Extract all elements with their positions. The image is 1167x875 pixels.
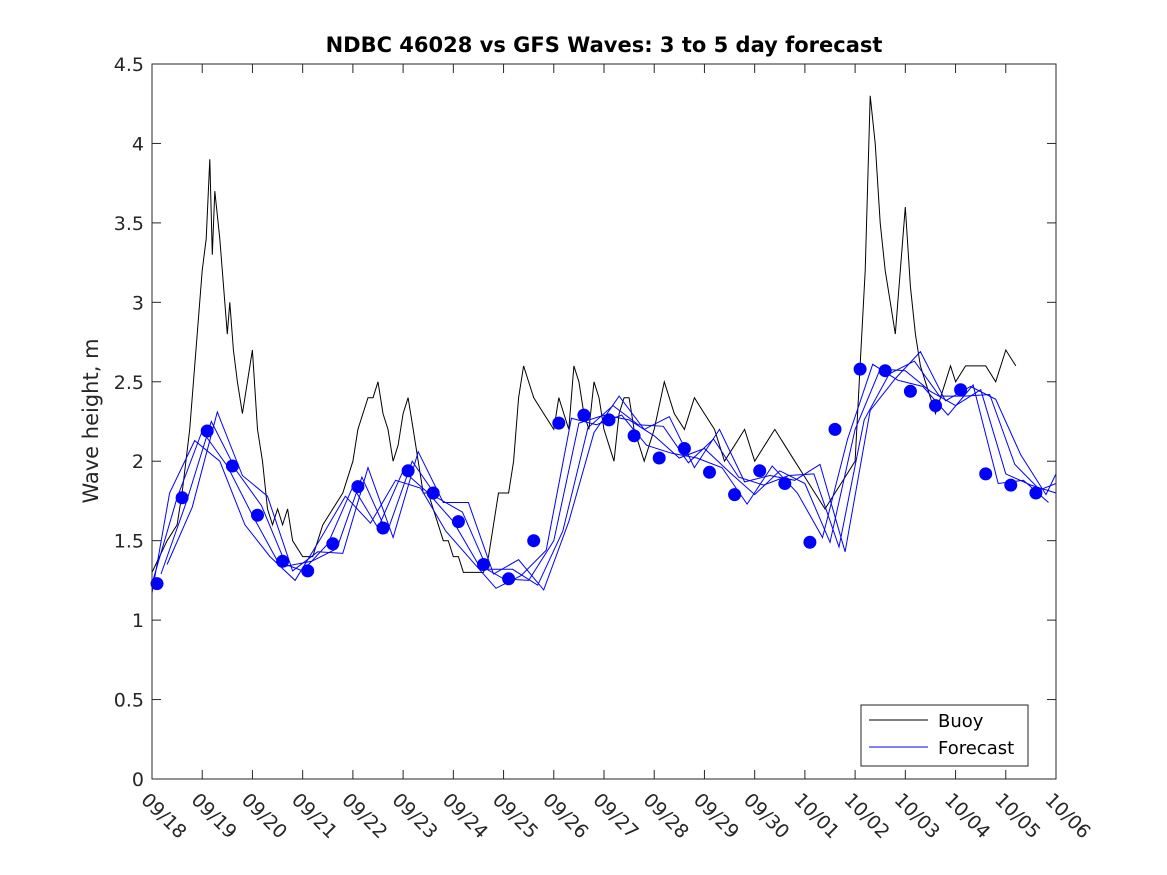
y-tick-label: 3 [132, 292, 144, 314]
series-layer [151, 95, 1057, 594]
forecast-point [527, 534, 541, 548]
y-axis-label: Wave height, m [79, 338, 103, 503]
legend-buoy-label: Buoy [938, 711, 984, 732]
forecast-point [979, 467, 993, 481]
forecast-point [903, 384, 917, 398]
forecast-point [853, 362, 867, 376]
forecast-line-3 [166, 350, 1057, 591]
y-tick-label: 4 [132, 133, 144, 155]
y-tick-label: 0 [132, 769, 144, 791]
forecast-point [753, 464, 767, 478]
y-tick-label: 2 [132, 451, 144, 473]
forecast-point [200, 424, 214, 438]
forecast-point [251, 508, 264, 522]
forecast-point [1004, 478, 1018, 492]
forecast-point [401, 464, 415, 478]
forecast-point [376, 521, 390, 535]
forecast-point [677, 442, 691, 455]
buoy-line [151, 95, 1017, 573]
y-tick-label: 1 [132, 610, 144, 632]
forecast-point [828, 422, 842, 436]
forecast-point [577, 408, 591, 422]
y-tick-label: 4.5 [114, 54, 144, 76]
chart-title: NDBC 46028 vs GFS Waves: 3 to 5 day fore… [326, 33, 883, 57]
legend: Buoy Forecast [860, 704, 1029, 767]
y-tick-label: 3.5 [114, 213, 144, 235]
forecast-line-2 [151, 363, 1049, 594]
forecast-point [150, 577, 164, 591]
forecast-point [878, 364, 892, 378]
forecast-point [728, 488, 742, 502]
forecast-point [954, 383, 968, 397]
forecast-point [627, 429, 641, 443]
forecast-point [326, 537, 340, 551]
y-tick-label: 1.5 [114, 531, 144, 553]
forecast-point [502, 572, 516, 586]
forecast-point [301, 564, 315, 578]
y-tick-label: 0.5 [114, 690, 144, 712]
forecast-point [602, 413, 616, 427]
forecast-point [803, 535, 817, 549]
forecast-point [477, 558, 490, 571]
forecast-point [778, 477, 792, 490]
forecast-point [929, 399, 942, 413]
forecast-point [451, 515, 465, 529]
axes-box [151, 63, 1057, 780]
forecast-markers [150, 362, 1043, 591]
forecast-point [1029, 486, 1043, 500]
legend-forecast-label: Forecast [938, 738, 1014, 759]
forecast-point [703, 465, 716, 479]
forecast-point [175, 491, 189, 505]
y-axis-ticks: 0 0.5 1 1.5 2 2.5 3 3.5 4 4.5 [114, 54, 1056, 791]
forecast-point [276, 554, 290, 568]
forecast-point [225, 459, 239, 473]
forecast-point [426, 486, 440, 500]
y-tick-label: 2.5 [114, 372, 144, 394]
forecast-point [652, 451, 666, 465]
forecast-point [552, 416, 566, 430]
forecast-point [351, 480, 365, 494]
legend-box [860, 704, 1029, 767]
